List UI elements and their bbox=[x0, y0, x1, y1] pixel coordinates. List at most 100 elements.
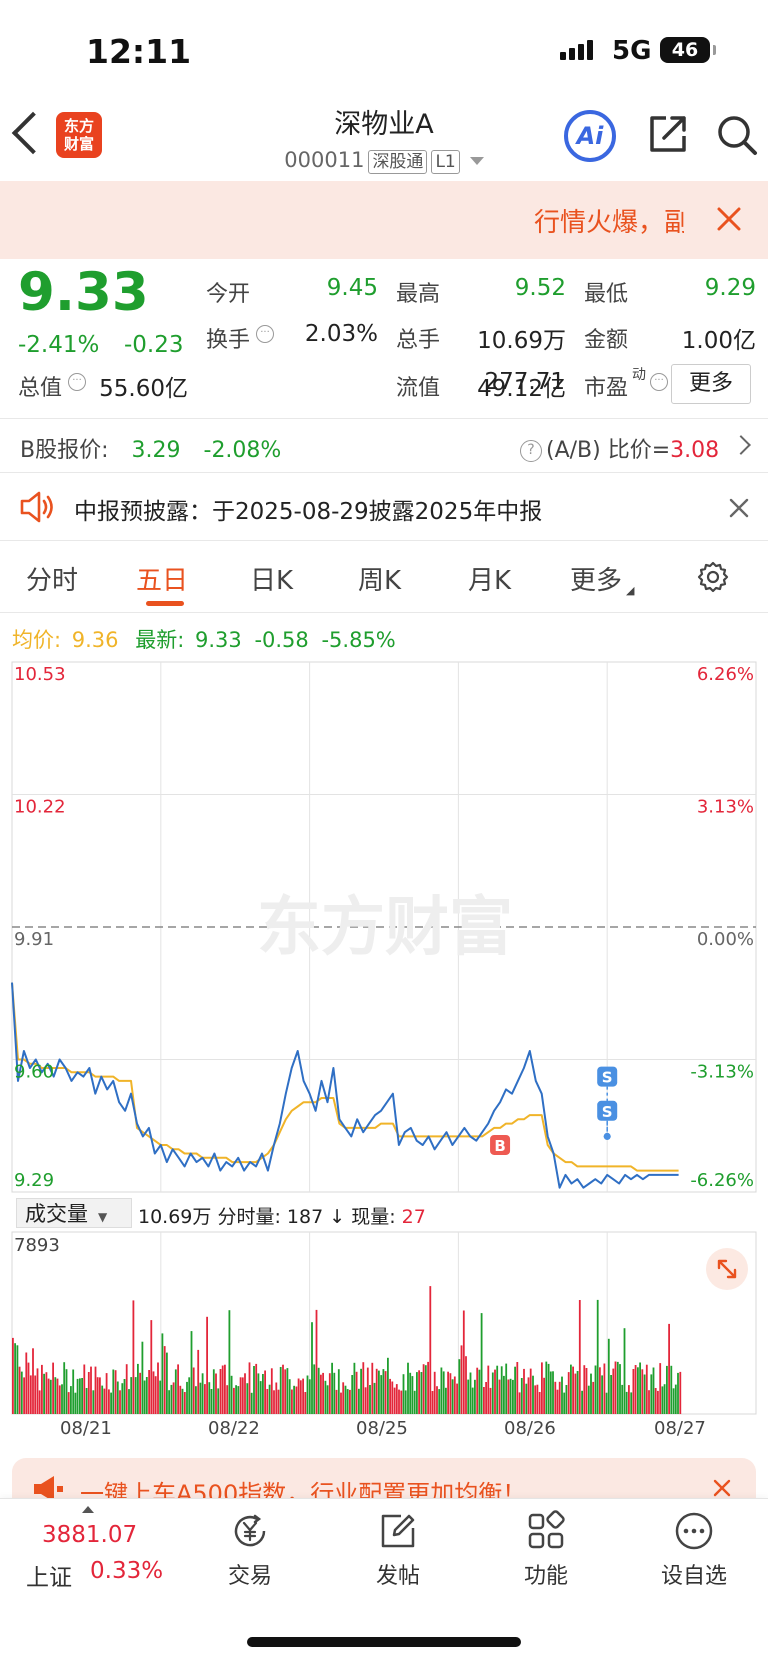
volume-bar bbox=[250, 1392, 253, 1414]
index-pct[interactable]: 0.33% bbox=[90, 1558, 164, 1584]
volume-bar bbox=[659, 1363, 662, 1414]
volume-bar bbox=[561, 1376, 563, 1414]
close-icon[interactable] bbox=[728, 497, 750, 519]
quote-label: 金额 bbox=[584, 328, 629, 353]
volume-bar bbox=[543, 1377, 545, 1414]
volume-bar bbox=[599, 1367, 601, 1414]
close-icon[interactable] bbox=[714, 204, 744, 234]
quote-label[interactable]: 换手 bbox=[206, 328, 251, 353]
volume-bar bbox=[578, 1300, 581, 1414]
latest-value: 9.33 bbox=[194, 628, 242, 652]
trade-marker-s bbox=[597, 1100, 618, 1121]
volume-bar bbox=[507, 1379, 510, 1414]
notice-text[interactable]: 中报预披露：于2025-08-29披露2025年中报 bbox=[74, 499, 543, 525]
volume-bar bbox=[270, 1368, 273, 1414]
caret-up-icon[interactable] bbox=[82, 1506, 94, 1513]
question-icon[interactable]: ? bbox=[520, 440, 542, 462]
tab-fenshi[interactable]: 分时 bbox=[26, 566, 79, 596]
volume-bar bbox=[670, 1365, 673, 1414]
volume-bar bbox=[85, 1388, 88, 1414]
five-day-chart[interactable]: 东方财富 B SS 10.53 6.26% 10.22 3.13% 9.91 0.00% 9.60… bbox=[0, 650, 768, 1420]
volume-bar bbox=[445, 1387, 447, 1414]
info-icon[interactable]: ··· bbox=[68, 373, 86, 391]
volume-bar bbox=[284, 1369, 287, 1414]
search-icon[interactable] bbox=[716, 114, 758, 156]
quote-label: 最低 bbox=[584, 282, 629, 307]
quote-label[interactable]: 总值 bbox=[18, 376, 63, 401]
nav-functions[interactable]: 功能 bbox=[496, 1510, 596, 1590]
volume-bar bbox=[375, 1368, 378, 1414]
volume-bar bbox=[101, 1385, 104, 1414]
app-logo[interactable]: 东方财富 bbox=[56, 112, 102, 158]
volume-bar bbox=[110, 1392, 112, 1414]
quote-value: 9.45 bbox=[326, 275, 378, 301]
info-icon[interactable]: ··· bbox=[650, 373, 668, 391]
avg-value: 9.36 bbox=[71, 628, 119, 652]
nav-add-watchlist[interactable]: 设自选 bbox=[644, 1510, 744, 1590]
quote-label[interactable]: 市盈 bbox=[584, 376, 629, 401]
volume-bar bbox=[532, 1375, 534, 1414]
volume-bar bbox=[657, 1390, 659, 1414]
volume-bar bbox=[326, 1385, 329, 1414]
tab-five-day[interactable]: 五日 bbox=[136, 566, 189, 596]
volume-selector[interactable]: 成交量 ▼ bbox=[16, 1198, 132, 1228]
volume-bar bbox=[286, 1368, 289, 1414]
nav-post[interactable]: 发帖 bbox=[348, 1510, 448, 1590]
volume-bar bbox=[215, 1373, 217, 1414]
stock-code-row[interactable]: 000011 深股通 L1 bbox=[0, 148, 768, 174]
tab-day-k[interactable]: 日K bbox=[250, 566, 294, 596]
quote-value: 1.00亿 bbox=[681, 328, 756, 354]
volume-bar bbox=[360, 1368, 362, 1414]
volume-bar bbox=[471, 1387, 474, 1414]
volume-bar bbox=[268, 1384, 271, 1414]
volume-bar bbox=[183, 1392, 186, 1414]
volume-bar bbox=[52, 1362, 54, 1414]
volume-bar bbox=[177, 1364, 179, 1414]
y-tick-label-right: 0.00% bbox=[697, 929, 754, 950]
ab-ratio-row[interactable]: ? (A/B) 比价=3.08 bbox=[518, 432, 719, 464]
volume-bar bbox=[141, 1341, 144, 1414]
volume-bar bbox=[195, 1386, 197, 1414]
latest-label: 最新: bbox=[135, 628, 185, 652]
volume-bar bbox=[25, 1352, 28, 1414]
more-button[interactable]: 更多 bbox=[671, 364, 751, 404]
expand-button[interactable] bbox=[706, 1248, 748, 1290]
ai-button[interactable]: Ai bbox=[564, 110, 616, 162]
volume-bar bbox=[105, 1373, 108, 1414]
hot-banner-text[interactable]: 行情火爆，副 bbox=[534, 208, 684, 238]
hot-banner[interactable] bbox=[0, 181, 768, 259]
grid-icon bbox=[528, 1510, 565, 1549]
tab-week-k[interactable]: 周K bbox=[358, 566, 402, 596]
b-share-row[interactable]: B股报价: 3.29 -2.08% bbox=[20, 432, 281, 464]
share-icon[interactable] bbox=[648, 114, 688, 154]
chevron-down-icon[interactable] bbox=[469, 157, 484, 165]
y-tick-label-left: 9.29 bbox=[14, 1170, 54, 1191]
nav-trade[interactable]: 交易 bbox=[200, 1510, 300, 1590]
tab-month-k[interactable]: 月K bbox=[468, 566, 512, 596]
volume-bar bbox=[476, 1367, 479, 1414]
volume-bar bbox=[369, 1385, 371, 1414]
volume-bar bbox=[16, 1345, 19, 1414]
volume-bar bbox=[451, 1379, 454, 1414]
volume-bar bbox=[186, 1381, 188, 1414]
gear-icon[interactable] bbox=[696, 560, 730, 594]
index-name[interactable]: 上证 bbox=[26, 1565, 72, 1591]
volume-bar bbox=[487, 1365, 490, 1414]
chevron-right-icon[interactable] bbox=[731, 435, 751, 455]
volume-bar bbox=[382, 1369, 385, 1414]
caret-icon: ◢ bbox=[626, 584, 635, 597]
index-value[interactable]: 3881.07 bbox=[42, 1522, 138, 1548]
volume-bar bbox=[391, 1381, 394, 1414]
fenshi-label: 分时量: bbox=[217, 1206, 281, 1228]
tag-level: L1 bbox=[431, 150, 460, 174]
close-icon[interactable] bbox=[712, 1478, 732, 1498]
volume-bar bbox=[496, 1365, 499, 1414]
volume-bar bbox=[436, 1386, 438, 1414]
info-icon[interactable]: ··· bbox=[256, 325, 274, 343]
volume-bar bbox=[92, 1390, 95, 1414]
tab-more[interactable]: 更多 ◢ bbox=[570, 560, 634, 597]
volume-bar bbox=[516, 1362, 519, 1414]
volume-bar bbox=[362, 1362, 365, 1414]
volume-bar bbox=[219, 1369, 222, 1414]
volume-bar bbox=[81, 1378, 83, 1414]
